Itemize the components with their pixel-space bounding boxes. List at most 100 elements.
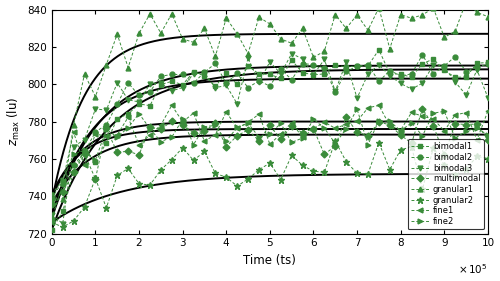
fine2 [49,193,55,196]
fine2 [442,110,448,113]
fine2 [474,126,480,129]
multimodal [70,171,76,174]
fine1 [212,133,218,136]
fine1 [114,133,120,136]
bimodal2 [168,73,174,76]
fine2 [288,141,294,144]
multimodal [365,134,371,137]
granular2 [49,221,55,224]
bimodal2 [136,94,142,97]
multimodal [430,124,436,127]
bimodal1 [485,61,491,64]
multimodal [82,153,87,156]
granular1 [354,13,360,17]
fine1 [442,129,448,133]
fine1 [398,128,404,132]
bimodal1 [92,160,98,164]
bimodal1 [387,72,393,75]
bimodal3 [202,71,207,74]
bimodal2 [125,81,131,85]
Y-axis label: $z_{\rm max}$ (lu): $z_{\rm max}$ (lu) [6,97,22,146]
bimodal3 [452,80,458,84]
granular1 [387,47,393,50]
bimodal1 [430,57,436,61]
fine1 [354,119,360,123]
granular2 [365,172,371,176]
multimodal [60,191,66,194]
bimodal3 [322,58,328,61]
multimodal [180,123,186,127]
fine2 [114,135,120,139]
bimodal1 [463,75,469,79]
fine1 [343,123,349,126]
fine2 [310,117,316,121]
granular2 [104,206,110,210]
multimodal [49,202,55,205]
granular2 [322,171,328,174]
bimodal2 [234,72,240,75]
granular1 [420,13,426,17]
fine1 [376,104,382,107]
granular2 [180,146,186,149]
multimodal [300,131,306,135]
granular2 [430,146,436,149]
bimodal2 [398,74,404,77]
fine1 [125,116,131,119]
multimodal [452,122,458,125]
fine2 [387,119,393,123]
granular2 [474,155,480,158]
bimodal3 [442,65,448,69]
bimodal2 [332,90,338,94]
granular1 [49,200,55,203]
granular2 [70,219,76,223]
fine2 [104,127,110,131]
fine2 [245,122,251,125]
fine1 [463,111,469,114]
fine2 [267,132,273,136]
multimodal [136,153,142,157]
granular2 [256,168,262,171]
fine2 [70,153,76,156]
fine1 [256,112,262,116]
bimodal3 [158,81,164,85]
granular1 [125,66,131,69]
fine2 [343,127,349,131]
fine1 [485,109,491,113]
fine2 [256,135,262,139]
granular1 [442,36,448,39]
fine1 [300,136,306,139]
granular1 [256,15,262,19]
granular2 [300,164,306,167]
bimodal2 [376,80,382,83]
bimodal3 [256,81,262,84]
fine2 [147,127,153,130]
multimodal [354,131,360,134]
bimodal2 [49,217,55,220]
multimodal [322,153,328,156]
bimodal2 [147,90,153,93]
multimodal [376,120,382,124]
bimodal1 [398,73,404,76]
multimodal [256,139,262,142]
granular2 [114,174,120,177]
fine2 [202,125,207,128]
granular1 [212,55,218,58]
fine2 [420,134,426,138]
bimodal3 [223,84,229,87]
fine2 [398,129,404,133]
bimodal1 [288,58,294,62]
bimodal1 [267,73,273,76]
bimodal1 [256,72,262,76]
bimodal2 [92,130,98,133]
granular1 [376,6,382,10]
granular2 [420,187,426,191]
fine1 [420,115,426,118]
bimodal2 [190,81,196,85]
bimodal3 [332,89,338,93]
bimodal3 [288,52,294,55]
fine1 [332,127,338,130]
bimodal3 [310,73,316,76]
bimodal1 [278,77,284,80]
granular2 [147,183,153,187]
multimodal [168,119,174,123]
